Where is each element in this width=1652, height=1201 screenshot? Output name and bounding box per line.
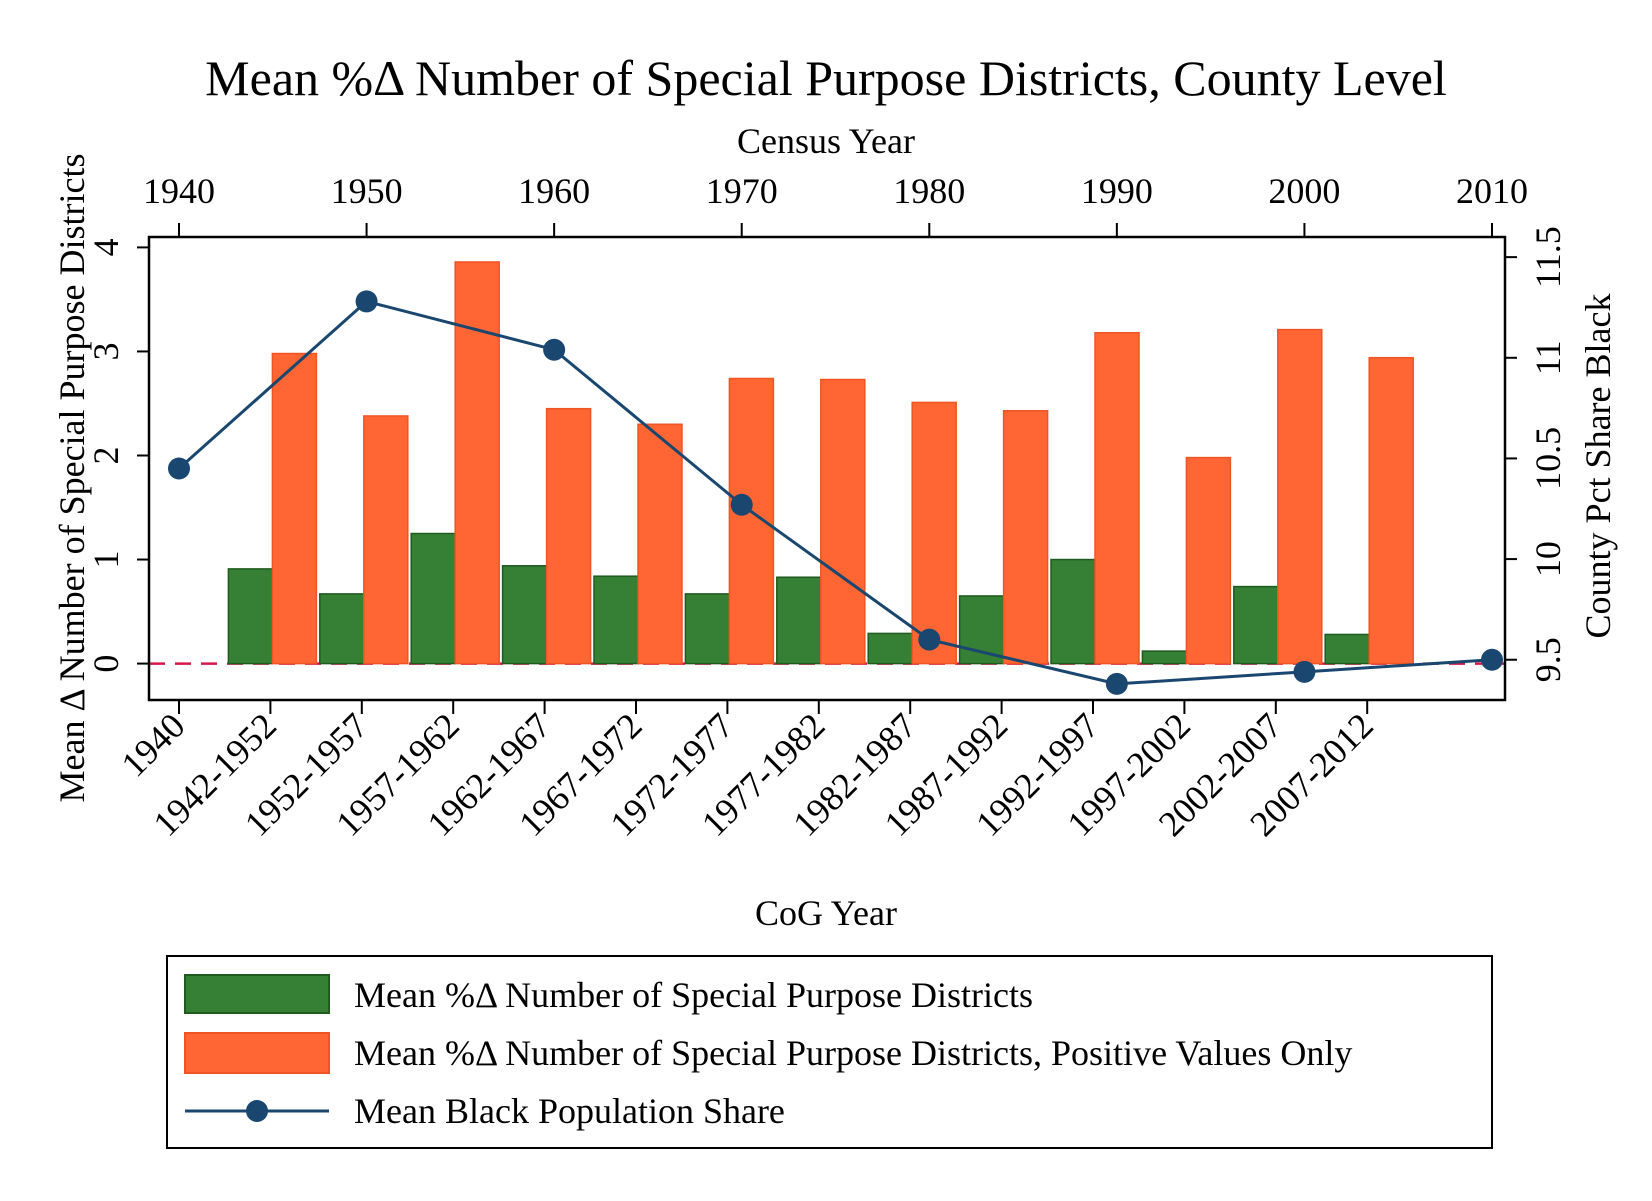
bar-orange [1277, 328, 1323, 665]
left-axis-title: Mean Δ Number of Special Purpose Distric… [52, 153, 92, 802]
bar-orange [454, 261, 500, 665]
black-share-line [178, 299, 1493, 686]
black-share-point [918, 628, 941, 651]
black-share-point [543, 338, 566, 361]
bar-green [867, 632, 913, 665]
chart-title: Mean %Δ Number of Special Purpose Distri… [205, 50, 1447, 106]
bar-green [319, 593, 365, 665]
right-axis-tick-label: 10.5 [1528, 427, 1568, 490]
legend: Mean %Δ Number of Special Purpose Distri… [166, 955, 1493, 1149]
bar-green [1050, 558, 1096, 665]
top-axis-tick-label: 2010 [1456, 171, 1528, 211]
top-axis-tick-label: 1960 [518, 171, 590, 211]
bar-green [410, 532, 456, 665]
left-axis-tick-label: 3 [86, 342, 126, 360]
legend-frame [166, 955, 1493, 1149]
bar-green [776, 576, 822, 665]
left-axis-tick-label: 4 [86, 238, 126, 256]
bar-green [684, 593, 731, 665]
legend-label-line: Mean Black Population Share [354, 1091, 785, 1131]
legend-label-green-bar: Mean %Δ Number of Special Purpose Distri… [354, 975, 1033, 1015]
plot-frame [147, 235, 1507, 702]
top-axis-tick-label: 1990 [1081, 171, 1153, 211]
bar-orange [271, 352, 318, 665]
left-axis-tick-label: 1 [86, 551, 126, 569]
right-axis-tick-label: 11 [1528, 340, 1568, 375]
bar-orange [1094, 331, 1140, 665]
legend-swatch-green-bar [184, 974, 330, 1014]
bar-orange [545, 407, 592, 665]
bar-green [1233, 585, 1279, 665]
bar-orange [1002, 410, 1049, 665]
right-axis-title: County Pct Share Black [1578, 294, 1618, 639]
bar-orange [637, 423, 683, 665]
bar-green [1324, 633, 1370, 665]
bar-green [227, 568, 274, 665]
bar-orange [1185, 456, 1232, 665]
bar-orange [911, 401, 957, 665]
bar-green [1141, 650, 1188, 665]
legend-swatch-orange-bar [184, 1032, 330, 1074]
black-share-point [168, 457, 190, 480]
legend-label-orange-bar: Mean %Δ Number of Special Purpose Distri… [354, 1033, 1352, 1073]
bar-orange [820, 378, 866, 665]
top-axis-tick-label: 1970 [706, 171, 778, 211]
bottom-axis-title: CoG Year [755, 893, 897, 933]
left-axis-tick-label: 2 [86, 446, 126, 464]
left-axis-tick-label: 0 [86, 655, 126, 673]
black-share-point [1105, 672, 1128, 695]
top-axis-tick-label: 1940 [143, 171, 215, 211]
right-axis-tick-label: 9.5 [1528, 637, 1568, 682]
bar-orange [1368, 356, 1414, 665]
bar-orange [363, 415, 409, 665]
top-axis-tick-label: 2000 [1268, 171, 1340, 211]
legend-swatch-marker [246, 1100, 268, 1122]
top-axis-tick-label: 1980 [893, 171, 965, 211]
right-axis-tick-label: 10 [1528, 541, 1568, 577]
black-share-point [1481, 648, 1503, 671]
black-share-point [730, 493, 753, 516]
bar-green [501, 565, 548, 665]
bar-green [593, 575, 639, 665]
right-axis-tick-label: 11.5 [1528, 226, 1568, 288]
black-share-point [355, 290, 378, 313]
black-share-point [1293, 660, 1316, 683]
top-axis-title: Census Year [737, 121, 915, 161]
top-axis-tick-label: 1950 [331, 171, 403, 211]
